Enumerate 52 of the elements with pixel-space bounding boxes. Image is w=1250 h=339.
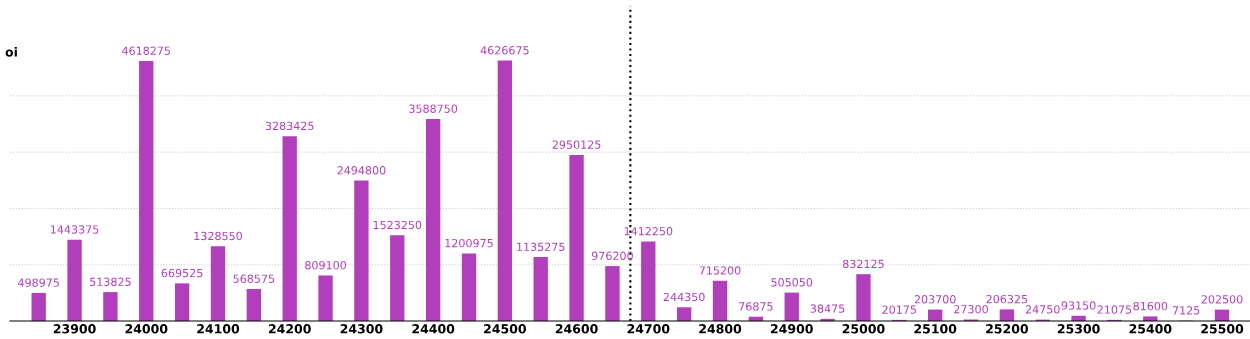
data-label: 3588750 — [409, 104, 458, 113]
x-tick-label: 24900 — [770, 324, 813, 334]
x-tick-label: 24100 — [197, 324, 240, 334]
data-label: 669525 — [161, 268, 203, 278]
x-tick-label: 23900 — [53, 324, 96, 334]
data-label: 4626675 — [480, 46, 529, 55]
data-label: 7125 — [1172, 306, 1200, 315]
x-tick-label: 25500 — [1201, 324, 1244, 334]
y-axis-title: oi — [5, 47, 17, 57]
x-tick-label: 25300 — [1057, 324, 1100, 334]
data-label: 202500 — [1201, 295, 1243, 304]
x-tick-label: 25200 — [986, 324, 1029, 334]
data-label: 976200 — [591, 251, 633, 260]
data-label: 568575 — [233, 274, 275, 283]
data-label: 244350 — [663, 292, 705, 302]
data-label: 203700 — [914, 295, 956, 304]
x-tick-label: 24200 — [268, 324, 311, 334]
data-label: 24750 — [1025, 305, 1060, 314]
data-label: 3283425 — [265, 121, 314, 131]
data-label: 1200975 — [445, 238, 493, 248]
data-label: 2950125 — [552, 140, 601, 149]
x-tick-label: 25400 — [1129, 324, 1172, 334]
data-label: 206325 — [986, 294, 1028, 304]
data-label: 1135275 — [517, 242, 565, 252]
x-tick-label: 24400 — [412, 324, 455, 334]
x-tick-label: 24700 — [627, 324, 670, 334]
x-tick-label: 24600 — [555, 324, 598, 334]
x-tick-label: 24300 — [340, 324, 383, 334]
data-label: 27300 — [954, 305, 988, 314]
data-label: 715200 — [699, 266, 741, 275]
x-tick-label: 25100 — [914, 324, 957, 334]
x-tick-label: 25000 — [842, 324, 885, 334]
data-label: 2494800 — [337, 166, 386, 175]
data-label: 93150 — [1061, 301, 1096, 310]
x-tick-label: 24800 — [699, 324, 742, 334]
data-label: 76875 — [739, 302, 773, 311]
data-label: 505050 — [771, 278, 813, 287]
data-label: 1328550 — [194, 231, 242, 241]
data-label: 1523250 — [373, 220, 422, 230]
data-label: 81600 — [1133, 301, 1168, 311]
data-label: 38475 — [810, 304, 845, 313]
x-tick-label: 24500 — [484, 324, 526, 334]
data-label: 832125 — [842, 259, 884, 269]
data-label: 1443375 — [51, 225, 99, 234]
x-tick-label: 24000 — [125, 324, 168, 334]
data-label: 1412250 — [624, 227, 673, 236]
data-label: 513825 — [90, 277, 131, 287]
data-label: 20175 — [882, 305, 916, 314]
data-label: 4618275 — [122, 46, 171, 55]
data-label: 498975 — [18, 278, 59, 287]
data-label: 809100 — [305, 260, 347, 270]
data-label: 21075 — [1097, 305, 1132, 314]
